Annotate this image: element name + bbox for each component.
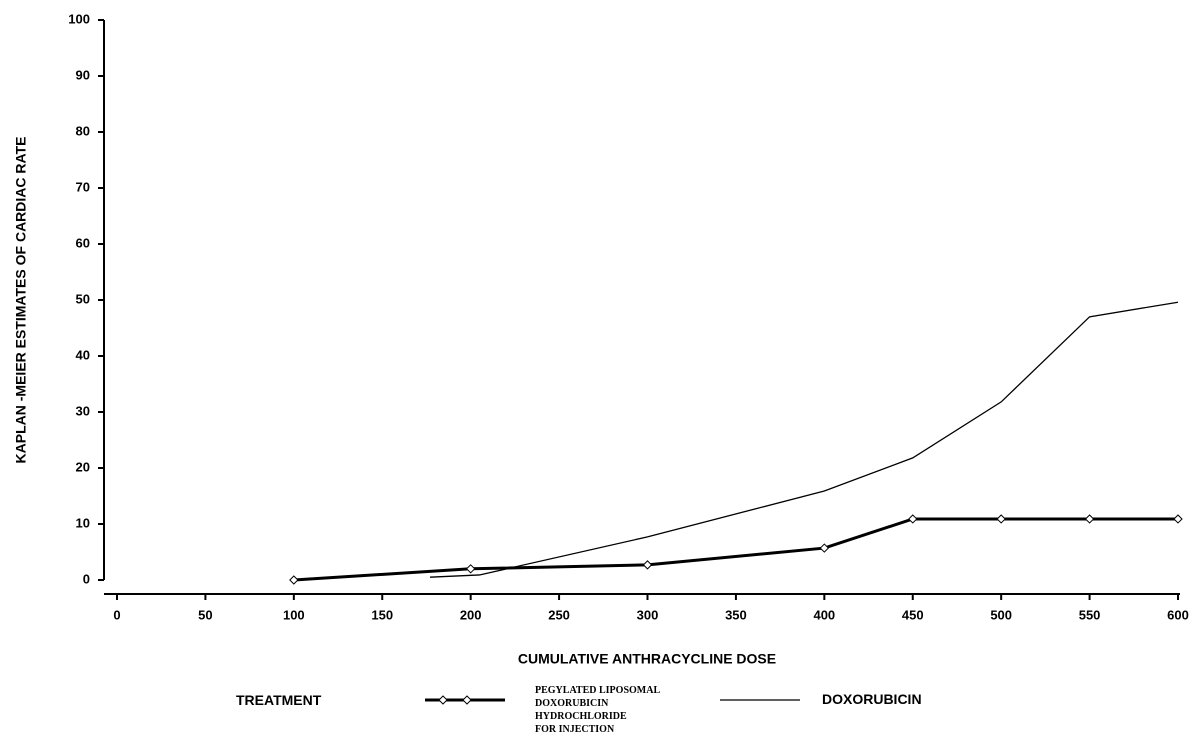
x-tick-label: 400 (813, 607, 835, 622)
x-tick-label: 200 (460, 607, 482, 622)
y-tick-label: 10 (76, 515, 90, 530)
marker (1173, 514, 1183, 524)
line (293, 517, 1178, 582)
y-tick-label: 0 (83, 571, 90, 586)
x-axis-title: CUMULATIVE ANTHRACYCLINE DOSE (518, 651, 776, 667)
y-tick-label: 80 (76, 123, 90, 138)
x-tick-label: 550 (1079, 607, 1101, 622)
y-tick-label: 60 (76, 235, 90, 250)
x-tick-label: 350 (725, 607, 747, 622)
y-tick-label: 70 (76, 179, 90, 194)
marker (819, 543, 830, 553)
marker (996, 514, 1006, 524)
x-tick-label: 300 (637, 607, 659, 622)
x-tick-label: 500 (990, 607, 1012, 622)
x-tick-label: 250 (548, 607, 570, 622)
marker (908, 514, 918, 524)
y-tick-label: 90 (76, 67, 90, 82)
marker (289, 575, 299, 585)
x-tick-label: 50 (198, 607, 212, 622)
x-tick-label: 0 (113, 607, 120, 622)
marker (438, 695, 448, 705)
y-tick-label: 50 (76, 291, 90, 306)
marker (462, 695, 472, 705)
y-tick-label: 100 (68, 11, 90, 26)
x-tick-label: 450 (902, 607, 924, 622)
y-tick-label: 30 (76, 403, 90, 418)
legend-label: PEGYLATED LIPOSOMAL DOXORUBICIN HYDROCHL… (535, 685, 661, 735)
marker (1084, 514, 1095, 524)
x-tick-label: 600 (1167, 607, 1189, 622)
line (429, 301, 1179, 578)
x-tick-label: 150 (371, 607, 393, 622)
x-tick-label: 100 (283, 607, 305, 622)
y-tick-label: 40 (76, 347, 90, 362)
marker (642, 560, 653, 570)
legend-label: DOXORUBICIN (822, 691, 922, 707)
y-tick-label: 20 (76, 459, 90, 474)
y-axis-title: KAPLAN -MEIER ESTIMATES OF CARDIAC RATE (13, 137, 29, 464)
marker (465, 564, 476, 574)
legend-title: TREATMENT (236, 692, 322, 708)
